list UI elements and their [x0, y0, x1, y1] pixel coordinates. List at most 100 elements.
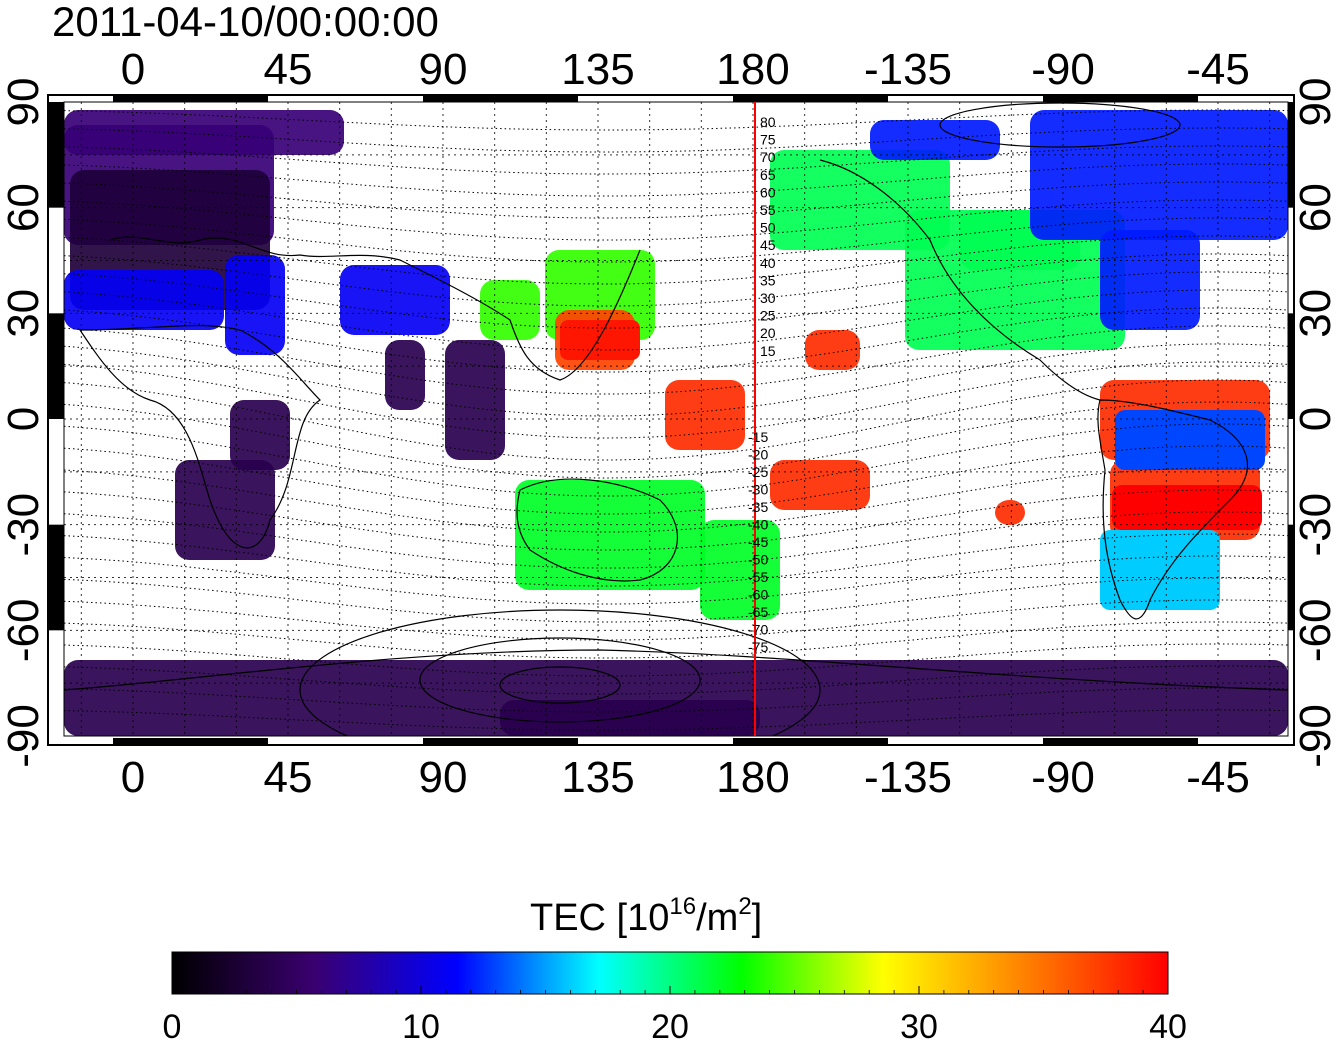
- tec-patch-western-pacific: [805, 330, 860, 370]
- y-tick-label-right: -90: [1291, 704, 1340, 768]
- contour-label: -30: [748, 482, 768, 498]
- tec-patch-canada: [1030, 110, 1288, 240]
- x-tick-labels-top: 0 45 90 135 180 -135 -90 -45: [121, 45, 1250, 94]
- contour-label: 80: [760, 114, 776, 130]
- colorbar-tick-label: 20: [651, 1008, 689, 1042]
- contour-label: 60: [760, 184, 776, 200]
- y-tick-label-right: -60: [1291, 599, 1340, 663]
- contour-label: 25: [760, 308, 776, 324]
- polar-contour: [299, 609, 821, 736]
- contour-label: -50: [748, 552, 768, 568]
- y-tick-labels-right: 90 60 30 0 -30 -60 -90: [1291, 78, 1340, 768]
- x-tick-label-top: 90: [419, 45, 468, 94]
- contour-label: 35: [760, 272, 776, 288]
- tec-data-layer: [64, 110, 1288, 736]
- colorbar-tick-label: 30: [900, 1008, 938, 1042]
- coastlines: [64, 159, 1288, 691]
- contour-label: 15: [760, 343, 776, 359]
- contour-label: 20: [760, 325, 776, 341]
- colorbar-title: TEC [1016/m2]: [530, 893, 762, 939]
- y-tick-labels-left: 90 60 30 0 -30 -60 -90: [0, 78, 48, 768]
- tec-patch-western-pacific: [770, 460, 870, 510]
- x-tick-label-bottom: 0: [121, 753, 145, 802]
- magnetic-contour: [64, 489, 1288, 551]
- x-tick-label-top: -90: [1031, 45, 1095, 94]
- contour-label: -75: [748, 639, 768, 655]
- coastline: [78, 324, 321, 549]
- colorbar-title-exponent: 16: [669, 893, 696, 920]
- magnetic-contour: [64, 687, 1288, 713]
- contour-label: -70: [748, 622, 768, 638]
- tec-patch-brazil: [1115, 410, 1265, 470]
- y-tick-label-left: -60: [0, 599, 48, 663]
- coastline: [109, 236, 641, 381]
- y-tick-label-left: -90: [0, 704, 48, 768]
- magnetic-contour: [64, 145, 1288, 175]
- colorbar-ticks: 0 10 20 30 40: [163, 986, 1187, 1046]
- y-tick-label-left: 60: [0, 183, 48, 232]
- tec-patch-india: [175, 460, 275, 560]
- magnetic-contour: [64, 709, 1288, 731]
- tec-patch-antarctica: [500, 700, 760, 736]
- magnetic-contour: [64, 163, 1288, 197]
- magnetic-contour: [64, 343, 1288, 417]
- coastline: [516, 478, 678, 582]
- x-tick-labels-bottom: 0 45 90 135 180 -135 -90 -45: [121, 753, 1250, 802]
- magnetic-contour: [64, 445, 1288, 515]
- contour-label: 65: [760, 167, 776, 183]
- contour-label: -15: [748, 429, 768, 445]
- magnetic-contour: [64, 127, 1288, 153]
- tec-patch-south-america-south: [1100, 530, 1220, 610]
- tec-patch-australia: [515, 480, 705, 590]
- magnetic-contour: [64, 289, 1288, 351]
- magnetic-contour: [64, 109, 1288, 131]
- tec-patch-mediterranean: [340, 265, 450, 335]
- coastline: [64, 649, 1288, 691]
- x-tick-label-bottom: 45: [264, 753, 313, 802]
- colorbar-tick-label: 0: [163, 1008, 182, 1042]
- magnetic-contour: [64, 181, 1288, 219]
- x-tick-label-top: -45: [1186, 45, 1250, 94]
- tec-patch-japan-core: [560, 320, 640, 360]
- y-tick-label-right: 0: [1291, 407, 1340, 431]
- magnetic-contour: [64, 511, 1288, 569]
- contour-label: 30: [760, 290, 776, 306]
- contour-label: 75: [760, 132, 776, 148]
- magnetic-contour: [64, 325, 1288, 395]
- colorbar-tick-label: 10: [402, 1008, 440, 1042]
- polar-contour: [499, 666, 621, 704]
- tec-patch-south-america-core: [1112, 485, 1262, 530]
- magnetic-contour: [64, 401, 1288, 479]
- colorbar-title-unit: /m: [696, 897, 738, 939]
- magnetic-contour: [64, 665, 1288, 695]
- coastline: [819, 159, 1101, 401]
- y-tick-label-right: 60: [1291, 183, 1340, 232]
- x-tick-label-bottom: 90: [419, 753, 468, 802]
- magnetic-contours: [64, 102, 1288, 736]
- x-tick-label-bottom: -90: [1031, 753, 1095, 802]
- contour-label: -25: [748, 464, 768, 480]
- y-tick-label-left: 30: [0, 289, 48, 338]
- polar-contour: [419, 637, 701, 723]
- contour-label: -60: [748, 587, 768, 603]
- tec-patch-western-pacific: [995, 500, 1025, 525]
- x-tick-label-bottom: -45: [1186, 753, 1250, 802]
- coastline: [1097, 399, 1248, 620]
- tec-patch-mediterranean: [64, 270, 224, 330]
- tec-patch-canada: [870, 120, 1000, 160]
- contour-label: 45: [760, 237, 776, 253]
- tec-patch-east-asia: [480, 280, 540, 340]
- colorbar-title-end: ]: [752, 897, 763, 939]
- tec-patch-india: [230, 400, 290, 470]
- tec-patch-western-pacific: [665, 380, 745, 450]
- x-tick-label-top: 135: [561, 45, 634, 94]
- contour-label: 40: [760, 255, 776, 271]
- tec-patch-canada: [1100, 230, 1200, 330]
- tec-patch-india: [385, 340, 425, 410]
- tec-patch-australia: [700, 520, 780, 620]
- map-area: [64, 102, 1288, 736]
- magnetic-contour: [64, 271, 1288, 329]
